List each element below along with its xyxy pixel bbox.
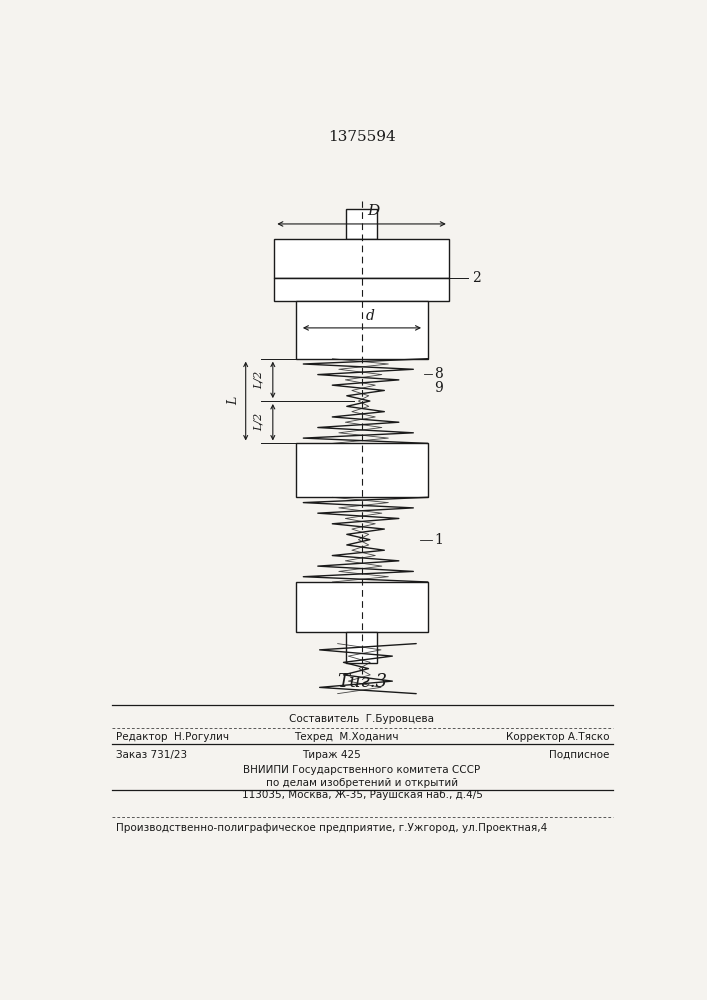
Text: 2: 2 [472, 271, 481, 285]
Bar [296, 443, 428, 497]
Text: Корректор А.Тяско: Корректор А.Тяско [506, 732, 609, 742]
Text: Тираж 425: Тираж 425 [302, 750, 361, 760]
Text: Подписное: Подписное [549, 750, 609, 760]
Text: L/2: L/2 [254, 413, 264, 431]
Bar [346, 632, 378, 663]
Text: L: L [228, 397, 240, 405]
Text: L/2: L/2 [254, 371, 264, 389]
Text: Редактор  Н.Рогулич: Редактор Н.Рогулич [115, 732, 228, 742]
Text: по делам изобретений и открытий: по делам изобретений и открытий [266, 778, 458, 788]
Text: ВНИИПИ Государственного комитета СССР: ВНИИПИ Государственного комитета СССР [243, 765, 481, 775]
Bar [296, 582, 428, 632]
Text: 113035, Москва, Ж-35, Раушская наб., д.4/5: 113035, Москва, Ж-35, Раушская наб., д.4… [242, 790, 482, 800]
Bar [274, 239, 449, 278]
Text: 1: 1 [434, 533, 443, 547]
Text: 9: 9 [434, 381, 443, 395]
Text: 8: 8 [434, 367, 443, 381]
Bar [346, 209, 378, 239]
Text: 1375594: 1375594 [328, 130, 396, 144]
Text: D: D [368, 204, 380, 218]
Text: Заказ 731/23: Заказ 731/23 [115, 750, 187, 760]
Text: Τиг.3: Τиг.3 [337, 673, 387, 691]
Text: Техред  М.Ходанич: Техред М.Ходанич [294, 732, 399, 742]
Text: Производственно-полиграфическое предприятие, г.Ужгород, ул.Проектная,4: Производственно-полиграфическое предприя… [115, 823, 547, 833]
Bar [274, 278, 449, 301]
Text: Составитель  Г.Буровцева: Составитель Г.Буровцева [289, 714, 434, 724]
Text: d: d [366, 309, 374, 323]
Bar [296, 301, 428, 359]
